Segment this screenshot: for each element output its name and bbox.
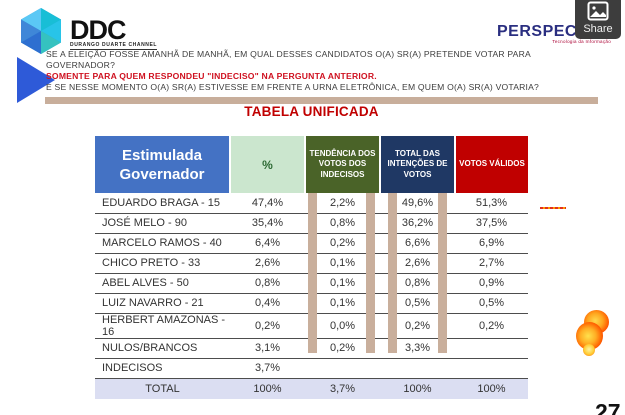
pct-value: 0,4% [230, 293, 305, 314]
ddc-title: DDC [70, 15, 127, 45]
flame-blob [583, 344, 595, 356]
candidate-name: JOSÉ MELO - 90 [95, 213, 230, 234]
validos-value: 51,3% [455, 193, 528, 214]
total-value: 0,2% [380, 313, 455, 339]
tendencia-value: 2,2% [305, 193, 380, 214]
header-tendencia: TENDÊNCIA DOS VOTOS DOS INDECISOS [304, 136, 380, 193]
question-text: SE A ELEIÇÃO FOSSE AMANHÃ DE MANHÃ, EM Q… [46, 49, 602, 93]
total-validos: 100% [455, 378, 528, 399]
tendencia-value: 0,0% [305, 313, 380, 339]
total-value: 0,8% [380, 273, 455, 294]
total-value: 3,3% [380, 338, 455, 359]
table-row: LUIZ NAVARRO - 21 0,4% 0,1% 0,5% 0,5% [95, 293, 528, 314]
image-icon [587, 1, 609, 21]
table-row: JOSÉ MELO - 90 35,4% 0,8% 36,2% 37,5% [95, 213, 528, 234]
total-label: TOTAL [95, 378, 230, 399]
table-row: NULOS/BRANCOS 3,1% 0,2% 3,3% [95, 338, 528, 359]
pct-value: 0,2% [230, 313, 305, 339]
tan-divider-bar [45, 97, 598, 104]
candidate-name: CHICO PRETO - 33 [95, 253, 230, 274]
total-tendencia: 3,7% [305, 378, 380, 399]
hatched-cell [455, 338, 528, 359]
question-line-2: GOVERNADOR? [46, 60, 116, 70]
total-pct: 100% [230, 378, 305, 399]
total-row: TOTAL 100% 3,7% 100% 100% [95, 378, 528, 399]
pct-value: 47,4% [230, 193, 305, 214]
pct-value: 3,7% [230, 358, 305, 379]
perspectiva-text-1: PERSPEC [497, 23, 577, 40]
hatched-cell [380, 358, 455, 379]
tendencia-value: 0,8% [305, 213, 380, 234]
candidate-name: HERBERT AMAZONAS - 16 [95, 313, 230, 339]
page-title: TABELA UNIFICADA [244, 104, 379, 119]
table-row: MARCELO RAMOS - 40 6,4% 0,2% 6,6% 6,9% [95, 233, 528, 254]
header-validos: VOTOS VÁLIDOS [454, 136, 528, 193]
tendencia-value: 0,1% [305, 273, 380, 294]
question-line-3: SOMENTE PARA QUEM RESPONDEU "INDECISO" N… [46, 71, 377, 81]
play-icon[interactable] [17, 57, 55, 103]
perspectiva-tagline: Tecnologia da Informação [552, 39, 611, 44]
question-line-4: E SE NESSE MOMENTO O(A) SR(A) ESTIVESSE … [46, 82, 540, 92]
table-row: CHICO PRETO - 33 2,6% 0,1% 2,6% 2,7% [95, 253, 528, 274]
tendencia-value: 0,2% [305, 338, 380, 359]
table-row: HERBERT AMAZONAS - 16 0,2% 0,0% 0,2% 0,2… [95, 313, 528, 339]
hatched-cell [305, 358, 380, 379]
table-row: INDECISOS 3,7% [95, 358, 528, 379]
candidate-name: MARCELO RAMOS - 40 [95, 233, 230, 254]
total-total: 100% [380, 378, 455, 399]
header-total: TOTAL DAS INTENÇÕES DE VOTOS [379, 136, 455, 193]
validos-value: 6,9% [455, 233, 528, 254]
total-value: 36,2% [380, 213, 455, 234]
validos-value: 0,2% [455, 313, 528, 339]
header-pct: % [229, 136, 305, 193]
validos-value: 37,5% [455, 213, 528, 234]
tendencia-value: 0,2% [305, 233, 380, 254]
ddc-hexagon-icon [21, 8, 61, 54]
table-header-row: Estimulada Governador % TENDÊNCIA DOS VO… [95, 136, 528, 193]
pct-value: 0,8% [230, 273, 305, 294]
candidate-name: LUIZ NAVARRO - 21 [95, 293, 230, 314]
flame-icon [576, 310, 610, 360]
share-button[interactable]: Share [575, 0, 621, 39]
candidate-name: EDUARDO BRAGA - 15 [95, 193, 230, 214]
total-value: 0,5% [380, 293, 455, 314]
pct-value: 35,4% [230, 213, 305, 234]
total-value: 2,6% [380, 253, 455, 274]
question-line-1: SE A ELEIÇÃO FOSSE AMANHÃ DE MANHÃ, EM Q… [46, 49, 531, 59]
share-label: Share [583, 23, 613, 35]
candidate-name: NULOS/BRANCOS [95, 338, 230, 359]
red-dash-annotation [540, 207, 566, 209]
pct-value: 6,4% [230, 233, 305, 254]
pct-value: 3,1% [230, 338, 305, 359]
poll-table: Estimulada Governador % TENDÊNCIA DOS VO… [95, 136, 528, 399]
table-row: ABEL ALVES - 50 0,8% 0,1% 0,8% 0,9% [95, 273, 528, 294]
header-stimulated: Estimulada Governador [95, 136, 230, 193]
pct-value: 2,6% [230, 253, 305, 274]
page-number: 27 [595, 399, 621, 415]
tendencia-value: 0,1% [305, 293, 380, 314]
candidate-name: INDECISOS [95, 358, 230, 379]
ddc-logo: DDC DURANGO DUARTE CHANNEL [16, 6, 158, 56]
validos-value: 0,5% [455, 293, 528, 314]
total-value: 49,6% [380, 193, 455, 214]
ddc-subtitle: DURANGO DUARTE CHANNEL [70, 42, 158, 50]
table-row: EDUARDO BRAGA - 15 47,4% 2,2% 49,6% 51,3… [95, 193, 528, 214]
hatched-cell [455, 358, 528, 379]
candidate-name: ABEL ALVES - 50 [95, 273, 230, 294]
validos-value: 0,9% [455, 273, 528, 294]
tendencia-value: 0,1% [305, 253, 380, 274]
total-value: 6,6% [380, 233, 455, 254]
validos-value: 2,7% [455, 253, 528, 274]
